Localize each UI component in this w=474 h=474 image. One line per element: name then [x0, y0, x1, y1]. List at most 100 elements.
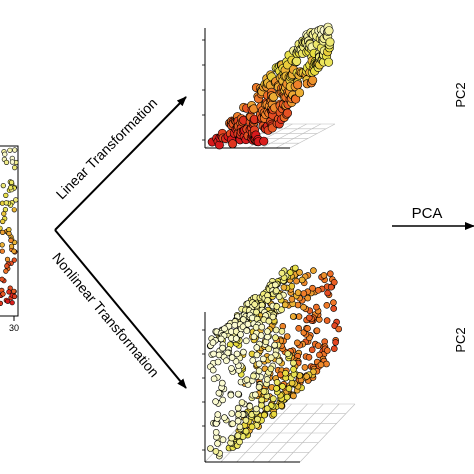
scatter-point	[252, 391, 259, 399]
scatter-point	[272, 326, 280, 334]
scatter-point	[242, 416, 250, 424]
scatter-point	[1, 211, 7, 217]
scatter-point	[314, 342, 322, 350]
scatter-point	[272, 334, 279, 341]
scatter-point	[240, 348, 247, 356]
scatter-point	[2, 151, 8, 157]
scatter-point	[278, 269, 286, 277]
scatter-point	[285, 385, 293, 392]
scatter-point	[281, 301, 289, 309]
nonlinear-transformation-label: Nonlinear Transformation	[49, 249, 162, 380]
scatter-point	[271, 281, 279, 289]
scatter-point	[330, 305, 338, 312]
linear-transformation-label: Linear Transformation	[53, 95, 161, 203]
scatter-point	[12, 165, 18, 171]
scatter-point	[3, 159, 10, 165]
scatter-point	[279, 383, 286, 390]
scatter-point	[234, 417, 242, 425]
linear-arrow	[54, 96, 187, 231]
scatter-point	[209, 366, 217, 374]
scatter-point	[232, 335, 240, 342]
scatter-point	[326, 270, 334, 278]
scatter-point	[210, 375, 218, 383]
scatter-point	[9, 159, 15, 165]
scatter-point	[9, 179, 15, 185]
scatter-point	[243, 337, 250, 345]
scatter-point	[330, 299, 337, 306]
scatter-point	[269, 395, 277, 403]
scatter-point	[242, 427, 250, 435]
scatter-point	[305, 314, 313, 322]
scatter-point	[313, 303, 320, 311]
scatter-point	[4, 256, 11, 263]
linear-panel-ticks	[202, 39, 205, 141]
scatter-point	[296, 269, 303, 276]
scatter-point	[0, 218, 6, 225]
scatter-point	[209, 339, 217, 346]
nonlinear-panel-ticks	[202, 329, 205, 451]
scatter-point	[253, 405, 260, 413]
scatter-point	[238, 399, 246, 406]
scatter-point	[325, 37, 335, 47]
scatter-point	[253, 308, 260, 316]
scatter-point	[293, 277, 300, 285]
scatter-point	[212, 448, 220, 455]
scatter-point	[313, 327, 321, 335]
nonlinear-3d-panel	[202, 264, 356, 463]
scatter-point	[11, 288, 17, 294]
scatter-point	[9, 300, 15, 306]
scatter-point	[9, 243, 15, 249]
scatter-point	[275, 357, 283, 365]
scatter-point	[323, 317, 331, 324]
scatter-point	[228, 354, 236, 361]
scatter-point	[12, 147, 18, 153]
scatter-point	[271, 341, 279, 349]
left-axis-tick-label: 30	[9, 323, 19, 333]
scatter-point	[6, 230, 12, 237]
scatter-point	[0, 229, 6, 235]
scatter-point	[290, 392, 297, 400]
scatter-point	[259, 355, 267, 363]
scatter-point	[330, 278, 338, 286]
scatter-point	[11, 257, 17, 263]
scatter-point	[267, 365, 275, 373]
scatter-point	[0, 225, 3, 231]
scatter-point	[214, 440, 221, 447]
scatter-point	[295, 88, 305, 98]
scatter-point	[258, 323, 266, 331]
scatter-point	[246, 402, 254, 410]
scatter-point	[272, 287, 280, 295]
scatter-point	[282, 369, 289, 377]
nonlinear-panel-floor-grid	[204, 403, 356, 463]
scatter-point	[254, 415, 261, 423]
scatter-point	[335, 325, 343, 333]
left-scatter-panel: 30	[0, 145, 19, 333]
scatter-point	[332, 339, 339, 346]
scatter-point	[324, 57, 334, 67]
scatter-point	[282, 108, 292, 118]
scatter-point	[304, 294, 312, 302]
scatter-point	[265, 345, 273, 353]
scatter-point	[289, 313, 297, 320]
scatter-point	[236, 423, 244, 431]
scatter-point	[317, 361, 325, 369]
linear-panel-points	[207, 22, 335, 150]
scatter-point	[284, 350, 292, 358]
scatter-point	[244, 320, 252, 328]
scatter-point	[212, 428, 220, 436]
scatter-point	[219, 436, 227, 444]
scatter-point	[273, 379, 281, 386]
scatter-point	[305, 353, 313, 361]
scatter-point	[330, 345, 338, 353]
scatter-point	[260, 388, 268, 395]
scatter-point	[235, 411, 242, 418]
scatter-point	[236, 438, 243, 446]
scatter-point	[12, 293, 18, 300]
scatter-point	[310, 267, 317, 274]
scatter-point	[257, 332, 265, 339]
scatter-point	[298, 276, 306, 284]
scatter-point	[283, 333, 291, 340]
scatter-point	[219, 396, 226, 404]
scatter-point	[278, 327, 286, 335]
nonlinear-panel-points	[206, 264, 343, 460]
